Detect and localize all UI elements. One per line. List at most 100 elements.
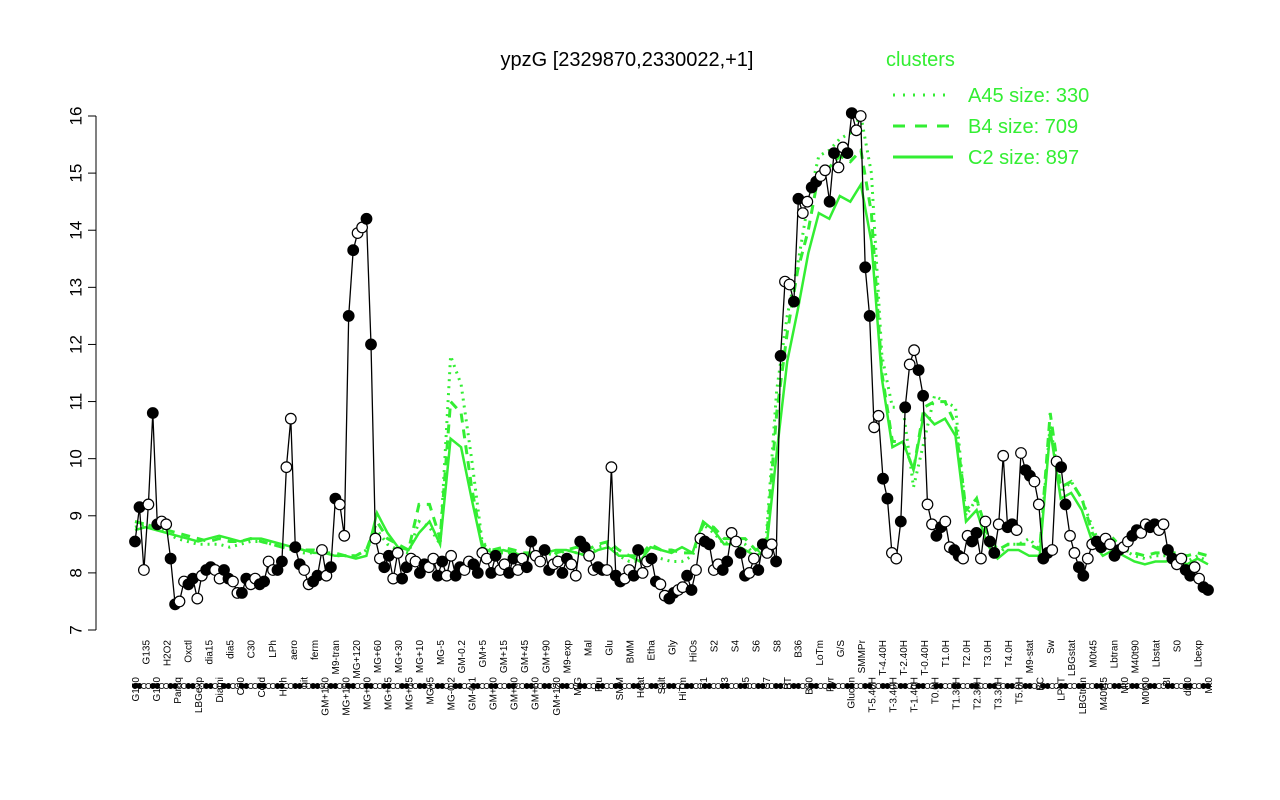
x-tick-label: S6 <box>752 640 763 653</box>
x-tick-label: Etha <box>647 640 658 661</box>
data-point <box>832 161 845 174</box>
x-tick-label: T-0.40H <box>920 640 931 676</box>
data-point <box>333 498 346 511</box>
data-point <box>748 552 760 565</box>
y-tick-label: 13 <box>67 278 86 297</box>
x-tick-label: T-5.40H <box>867 677 878 713</box>
legend-label-c2: C2 size: 897 <box>968 147 1079 169</box>
data-point <box>636 567 649 579</box>
x-tick-label: GM+30 <box>510 677 521 711</box>
data-point <box>525 535 538 548</box>
y-tick-label: 15 <box>67 164 86 183</box>
data-point <box>734 547 747 559</box>
x-tick-label: S0 <box>1172 640 1183 653</box>
data-point <box>770 555 782 568</box>
x-tick-label: S5 <box>741 677 752 690</box>
data-point <box>899 401 912 414</box>
x-tick-label: dia0 <box>1183 677 1194 696</box>
x-tick-label: LBGexp <box>194 677 205 714</box>
data-point <box>908 344 920 357</box>
legend-label-a45: A45 size: 330 <box>968 85 1089 107</box>
data-point <box>645 552 658 565</box>
x-tick-label: MG+5 <box>426 677 437 705</box>
chart-title: ypzG [2329870,2330022,+1] <box>501 49 754 71</box>
data-point <box>1104 538 1116 551</box>
data-point <box>788 295 800 308</box>
data-point <box>890 552 903 565</box>
x-tick-label: G180 <box>152 677 163 702</box>
data-point <box>730 535 742 548</box>
x-tick-label: GM+15 <box>499 640 510 674</box>
x-tick-label: S1 <box>699 677 710 690</box>
cluster-line-dotted <box>134 111 1209 564</box>
data-point <box>235 587 248 599</box>
x-tick-label: T2.30H <box>973 677 984 710</box>
data-point <box>1202 584 1214 596</box>
x-tick-label: S2 <box>710 640 721 653</box>
x-tick-label: ferm <box>310 640 321 660</box>
data-point <box>489 549 502 562</box>
data-point <box>471 567 484 579</box>
data-point <box>160 518 173 531</box>
x-tick-label: GM+10 <box>489 677 500 711</box>
x-tick-label: M9-stat <box>1025 640 1036 674</box>
data-point <box>921 498 934 511</box>
data-point <box>316 544 328 556</box>
data-point <box>703 538 716 551</box>
data-point <box>280 461 293 474</box>
x-tick-label: LBGstat <box>1067 640 1078 676</box>
data-point <box>1175 552 1188 565</box>
x-tick-label: BMM <box>625 640 636 663</box>
data-point <box>605 461 618 474</box>
data-point <box>1032 498 1045 511</box>
x-tick-label: G135 <box>142 640 153 665</box>
x-tick-label: HPh <box>278 677 289 696</box>
data-point <box>360 212 373 225</box>
x-tick-label: M40t45 <box>1099 677 1110 711</box>
x-tick-label: T-2.40H <box>899 640 910 676</box>
x-tick-label: Mal <box>583 640 594 656</box>
x-tick-label: S7 <box>762 677 773 690</box>
x-tick-label: T-1.40H <box>910 677 921 713</box>
x-tick-label: Gly <box>668 640 679 655</box>
y-tick-label: 10 <box>67 449 86 468</box>
data-point <box>796 207 809 220</box>
x-tick-label: Lbtran <box>1109 640 1120 668</box>
data-point <box>142 498 155 511</box>
x-tick-label: GM+90 <box>541 640 552 674</box>
data-point <box>1188 561 1201 574</box>
x-tick-label: LoTm <box>815 640 826 666</box>
x-tick-label: T3.30H <box>994 677 1005 710</box>
x-tick-label: Glucon <box>846 677 857 709</box>
data-point <box>1046 544 1059 556</box>
x-tick-label: S8 <box>773 640 784 653</box>
x-tick-label: M9-tran <box>331 640 342 674</box>
data-point <box>801 195 814 208</box>
x-tick-label: G150 <box>131 677 142 702</box>
data-point <box>983 535 996 548</box>
data-point <box>137 564 150 576</box>
x-tick-label: MG+150 <box>341 677 352 716</box>
data-point <box>819 164 831 177</box>
y-tick-label: 7 <box>67 625 86 634</box>
data-points <box>129 107 1214 611</box>
x-tick-label: T2.0H <box>962 640 973 667</box>
data-point <box>289 541 302 554</box>
x-tick-label: T3.0H <box>983 640 994 667</box>
x-tick-label: T-3.40H <box>888 677 899 713</box>
data-point <box>556 567 569 579</box>
expression-line <box>134 112 1209 606</box>
x-tick-label: Cold <box>257 677 268 698</box>
data-point <box>129 535 141 548</box>
data-point <box>975 552 987 565</box>
data-point <box>850 124 863 137</box>
data-point <box>342 310 355 322</box>
data-point <box>721 555 734 568</box>
y-tick-label: 12 <box>67 335 86 354</box>
data-point <box>1157 518 1170 531</box>
data-point <box>859 261 872 274</box>
data-point <box>347 244 360 257</box>
data-point <box>917 389 929 402</box>
data-point <box>765 538 778 551</box>
